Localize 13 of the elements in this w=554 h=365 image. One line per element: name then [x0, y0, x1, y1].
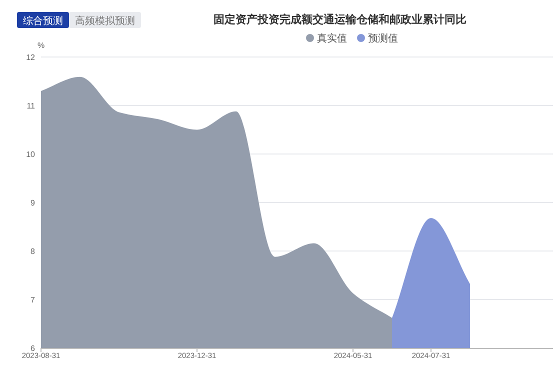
legend-label: 真实值	[317, 32, 347, 44]
y-tick-label: 8	[30, 247, 36, 256]
y-tick-label: 12	[26, 53, 36, 62]
y-tick-label: 7	[30, 296, 36, 304]
y-tick-label: 11	[26, 102, 36, 110]
y-tick-label: 6	[30, 344, 36, 353]
legend-label: 预测值	[368, 32, 398, 44]
text: 高频模拟预测	[75, 15, 135, 27]
y-tick-label: 9	[30, 198, 36, 208]
chart-title: 固定资产投资完成额交通运输仓储和邮政业累计同比	[214, 13, 466, 26]
text: 综合预测	[23, 15, 63, 27]
y-axis-title: %	[37, 41, 45, 50]
y-tick-label: 10	[26, 150, 36, 159]
